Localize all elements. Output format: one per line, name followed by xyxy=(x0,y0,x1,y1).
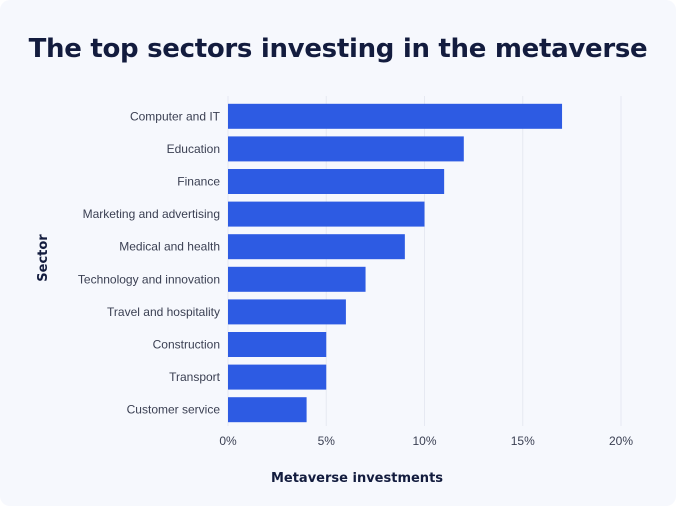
category-labels: Computer and IT Education Finance Marketing… xyxy=(78,109,221,416)
category-label: Technology and innovation xyxy=(78,272,220,286)
category-label: Travel and hospitality xyxy=(107,305,220,319)
category-label: Construction xyxy=(153,338,220,352)
bar xyxy=(228,364,327,390)
x-tick-label: 20% xyxy=(609,434,633,448)
bar xyxy=(228,136,464,162)
bar xyxy=(228,332,327,357)
bar xyxy=(228,266,366,292)
category-label: Medical and health xyxy=(119,240,220,254)
x-tick-label: 0% xyxy=(219,434,237,448)
bar xyxy=(228,397,307,423)
bar xyxy=(228,299,346,325)
bars xyxy=(228,103,563,423)
x-axis-label: Metaverse investments xyxy=(271,471,443,486)
category-label: Education xyxy=(167,142,220,156)
bar xyxy=(228,169,445,194)
category-label: Marketing and advertising xyxy=(83,207,220,221)
bar xyxy=(228,234,405,260)
x-tick-labels: 0% 5% 10% 15% 20% xyxy=(219,434,633,448)
category-label: Transport xyxy=(169,370,221,384)
x-tick-label: 5% xyxy=(318,434,336,448)
x-tick-label: 10% xyxy=(412,434,436,448)
y-axis-label: Sector xyxy=(36,234,51,282)
category-label: Finance xyxy=(177,175,220,189)
bar xyxy=(228,201,425,227)
x-tick-label: 15% xyxy=(511,434,535,448)
chart-title: The top sectors investing in the metaver… xyxy=(28,34,648,64)
bar xyxy=(228,103,563,129)
category-label: Customer service xyxy=(127,403,221,417)
category-label: Computer and IT xyxy=(130,109,221,123)
